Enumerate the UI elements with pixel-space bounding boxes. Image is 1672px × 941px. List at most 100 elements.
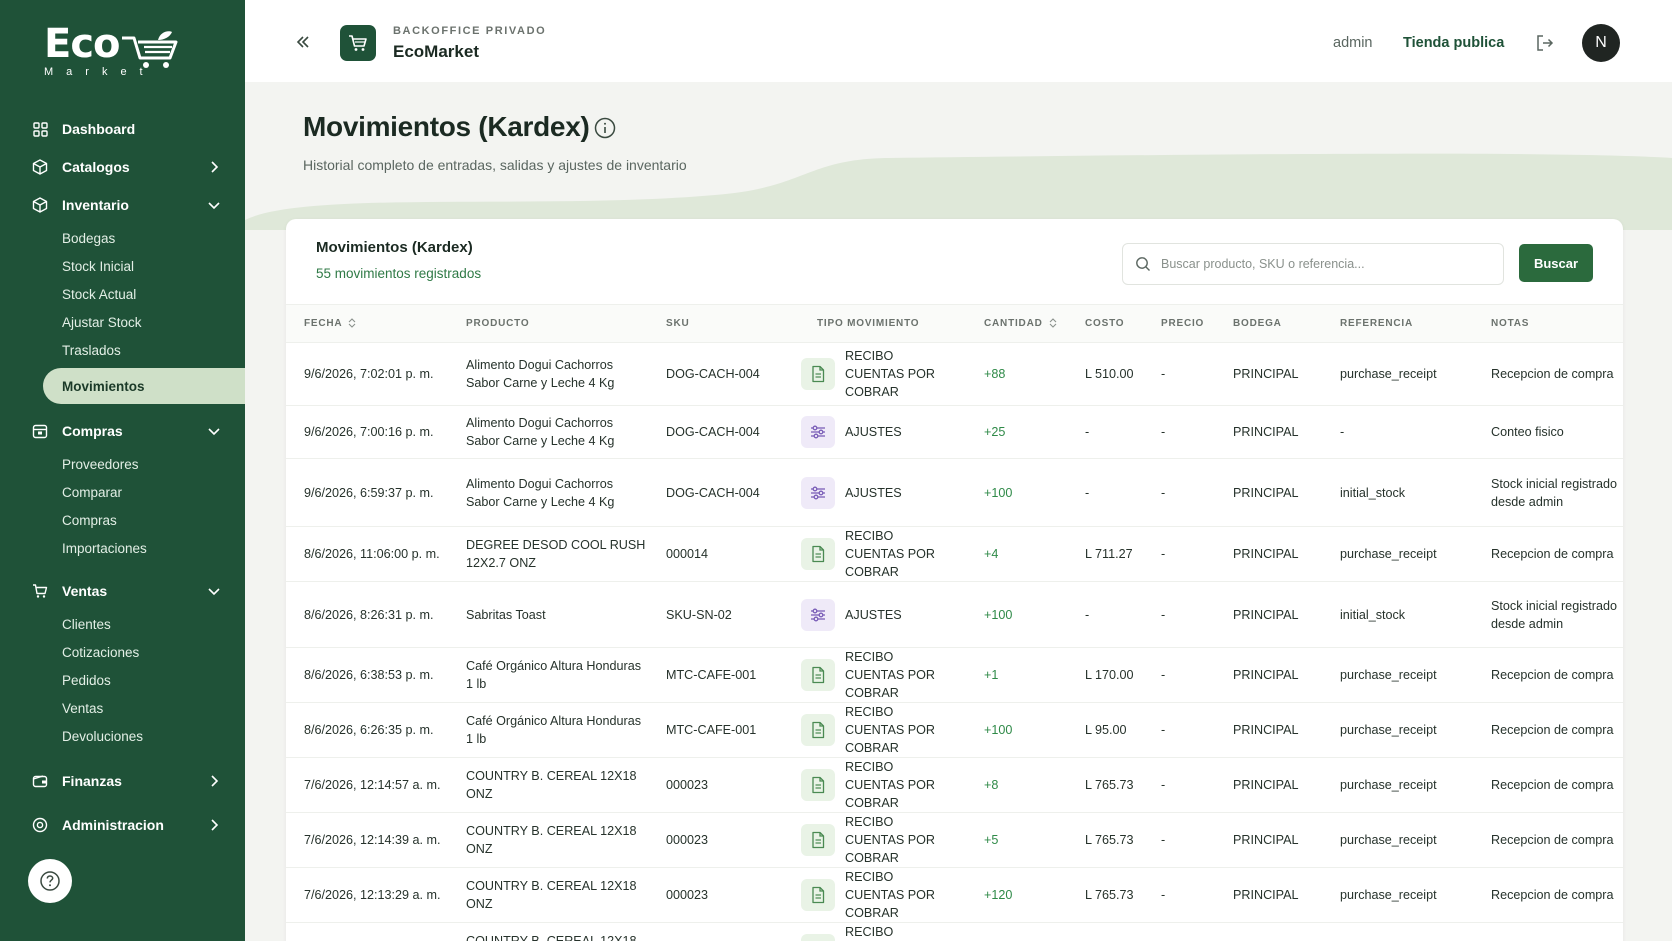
sidebar-item-ventas[interactable]: Ventas <box>0 572 245 610</box>
col-header-cantidad[interactable]: CANTIDAD <box>966 305 1067 343</box>
cell-producto: Alimento Dogui Cachorros Sabor Carne y L… <box>448 405 648 459</box>
brand-kicker: BACKOFFICE PRIVADO <box>393 25 547 37</box>
cell-precio: - <box>1143 405 1215 459</box>
search-input[interactable] <box>1161 257 1481 271</box>
cell-tipo: RECIBO CUENTAS POR COBRAR <box>787 812 966 868</box>
col-header-costo: COSTO <box>1085 318 1125 329</box>
sidebar-item-finanzas[interactable]: Finanzas <box>0 762 245 800</box>
sidebar-sub-stock-actual[interactable]: Stock Actual <box>62 286 137 302</box>
sidebar-item-label: Inventario <box>62 197 129 213</box>
tipo-label: AJUSTES <box>845 425 902 439</box>
sidebar-sub-compras[interactable]: Compras <box>62 512 117 528</box>
table-row[interactable]: 9/6/2026, 6:59:37 p. m. Alimento Dogui Ca… <box>286 458 1623 527</box>
help-button[interactable] <box>28 859 72 903</box>
ecomarket-logo[interactable]: Eco Market <box>44 24 204 80</box>
table-row[interactable]: 8/6/2026, 11:06:00 p. m. DEGREE DESOD COO… <box>286 526 1623 582</box>
collapse-sidebar-icon[interactable] <box>295 34 311 50</box>
cell-cantidad: +88 <box>966 342 1067 406</box>
logout-icon[interactable] <box>1535 33 1555 53</box>
topbar: BACKOFFICE PRIVADO EcoMarket admin Tiend… <box>245 0 1672 82</box>
table-row[interactable]: 9/6/2026, 7:02:01 p. m. Alimento Dogui Ca… <box>286 342 1623 406</box>
table-row[interactable]: 7/6/2026, 12:13:29 a. m.COUNTRY B. CEREA… <box>286 867 1623 923</box>
sidebar-sub-proveedores[interactable]: Proveedores <box>62 456 139 472</box>
info-icon[interactable] <box>594 117 616 139</box>
cell-producto: COUNTRY B. CEREAL 12X18 ONZ <box>448 922 648 941</box>
cell-notas: Conteo fisico <box>1473 405 1623 459</box>
table-row[interactable]: 8/6/2026, 6:38:53 p. m. Café Orgánico Alt… <box>286 647 1623 703</box>
document-icon <box>801 659 835 691</box>
table-row[interactable]: 7/6/2026, 12:14:57 a. m. COUNTRY B. CEREA… <box>286 757 1623 813</box>
cell-cantidad: +5 <box>966 812 1067 868</box>
cell-bodega: PRINCIPAL <box>1215 702 1322 758</box>
tipo-label: RECIBO CUENTAS POR COBRAR <box>845 705 936 755</box>
sidebar-sub-bodegas[interactable]: Bodegas <box>62 230 116 246</box>
sidebar-sub-traslados[interactable]: Traslados <box>62 342 121 358</box>
sidebar-item-inventario[interactable]: Inventario <box>0 186 245 224</box>
cell-tipo: RECIBO CUENTAS POR COBRAR <box>787 342 966 406</box>
cell-notas: Recepcion de compra <box>1473 702 1623 758</box>
sidebar-item-dashboard[interactable]: Dashboard <box>0 110 245 148</box>
cell-referencia: purchase_receipt <box>1322 702 1473 758</box>
sidebar-sub-movimientos[interactable]: Movimientos <box>43 368 245 404</box>
sidebar-item-catalogos[interactable]: Catalogos <box>0 148 245 186</box>
cell-tipo: RECIBO CUENTAS POR COBRAR <box>787 867 966 923</box>
document-icon <box>801 358 835 390</box>
tipo-label: RECIBO CUENTAS POR COBRAR <box>845 529 936 579</box>
cell-costo: L 765.73 <box>1067 812 1143 868</box>
cell-tipo: AJUSTES <box>787 458 966 527</box>
cell-sku: MTC-CAFE-001 <box>648 702 787 758</box>
cell-costo: L 765.73 <box>1067 757 1143 813</box>
sidebar-sub-pedidos[interactable]: Pedidos <box>62 672 111 688</box>
cell-tipo: RECIBO CUENTAS POR COBRAR <box>787 702 966 758</box>
cell-referencia: initial_stock <box>1322 458 1473 527</box>
sidebar-item-compras[interactable]: Compras <box>0 412 245 450</box>
cell-fecha: 8/6/2026, 11:06:00 p. m. <box>286 526 448 582</box>
table-row[interactable]: 7/6/2026, 12:14:39 a. m. COUNTRY B. CEREA… <box>286 812 1623 868</box>
sidebar-sub-comparar[interactable]: Comparar <box>62 484 123 500</box>
cell-precio: - <box>1143 526 1215 582</box>
table-row[interactable]: 8/6/2026, 6:26:35 p. m. Café Orgánico Alt… <box>286 702 1623 758</box>
box-icon <box>32 197 48 213</box>
cart-icon <box>32 583 48 599</box>
sidebar-sub-ajustar-stock[interactable]: Ajustar Stock <box>62 314 142 330</box>
col-header-fecha[interactable]: FECHA <box>286 305 448 343</box>
avatar[interactable]: N <box>1582 24 1620 62</box>
table-row[interactable]: 8/6/2026, 8:26:31 p. m. Sabritas Toast SKU… <box>286 581 1623 648</box>
tipo-label: RECIBO CUENTAS POR COBRAR <box>845 650 936 700</box>
search-button[interactable]: Buscar <box>1519 244 1593 282</box>
table-row[interactable]: 7/6/2026, 12:13:29 a. m.COUNTRY B. CEREA… <box>286 922 1623 941</box>
cell-bodega: PRINCIPAL <box>1215 581 1322 648</box>
logo-sub-text: Market <box>44 66 156 78</box>
user-name: admin <box>1333 35 1373 51</box>
sidebar-sub-ventas[interactable]: Ventas <box>62 700 104 716</box>
col-header-tipo: TIPO MOVIMIENTO <box>817 318 920 329</box>
cell-sku: DOG-CACH-004 <box>648 458 787 527</box>
chevron-down-icon <box>208 588 220 596</box>
cell-sku: DOG-CACH-004 <box>648 405 787 459</box>
sidebar-sub-devoluciones[interactable]: Devoluciones <box>62 728 144 744</box>
cell-precio: - <box>1143 922 1215 941</box>
cell-sku: SKU-SN-02 <box>648 581 787 648</box>
sliders-icon <box>801 416 835 448</box>
cell-fecha: 8/6/2026, 6:38:53 p. m. <box>286 647 448 703</box>
col-header-sku: SKU <box>666 318 690 329</box>
public-store-link[interactable]: Tienda publica <box>1403 35 1505 51</box>
cell-precio: - <box>1143 812 1215 868</box>
sidebar-item-administracion[interactable]: Administracion <box>0 806 245 844</box>
cell-precio: - <box>1143 757 1215 813</box>
cell-sku: DOG-CACH-004 <box>648 342 787 406</box>
cell-referencia: purchase_receipt <box>1322 757 1473 813</box>
cell-sku: MTC-CAFE-001 <box>648 647 787 703</box>
sidebar-sub-stock-inicial[interactable]: Stock Inicial <box>62 258 135 274</box>
sidebar-item-label: Ventas <box>62 583 108 599</box>
sort-icon <box>1049 318 1057 329</box>
sidebar-sub-cotizaciones[interactable]: Cotizaciones <box>62 644 140 660</box>
sidebar-sub-importaciones[interactable]: Importaciones <box>62 540 147 556</box>
cell-fecha: 8/6/2026, 6:26:35 p. m. <box>286 702 448 758</box>
table-row[interactable]: 9/6/2026, 7:00:16 p. m. Alimento Dogui Ca… <box>286 405 1623 459</box>
cell-producto: COUNTRY B. CEREAL 12X18 ONZ <box>448 867 648 923</box>
cell-bodega: PRINCIPAL <box>1215 867 1322 923</box>
sidebar-sub-clientes[interactable]: Clientes <box>62 616 111 632</box>
col-header-precio: PRECIO <box>1161 318 1205 329</box>
cell-notas: Stock inicial registrado desde admin <box>1473 458 1623 527</box>
